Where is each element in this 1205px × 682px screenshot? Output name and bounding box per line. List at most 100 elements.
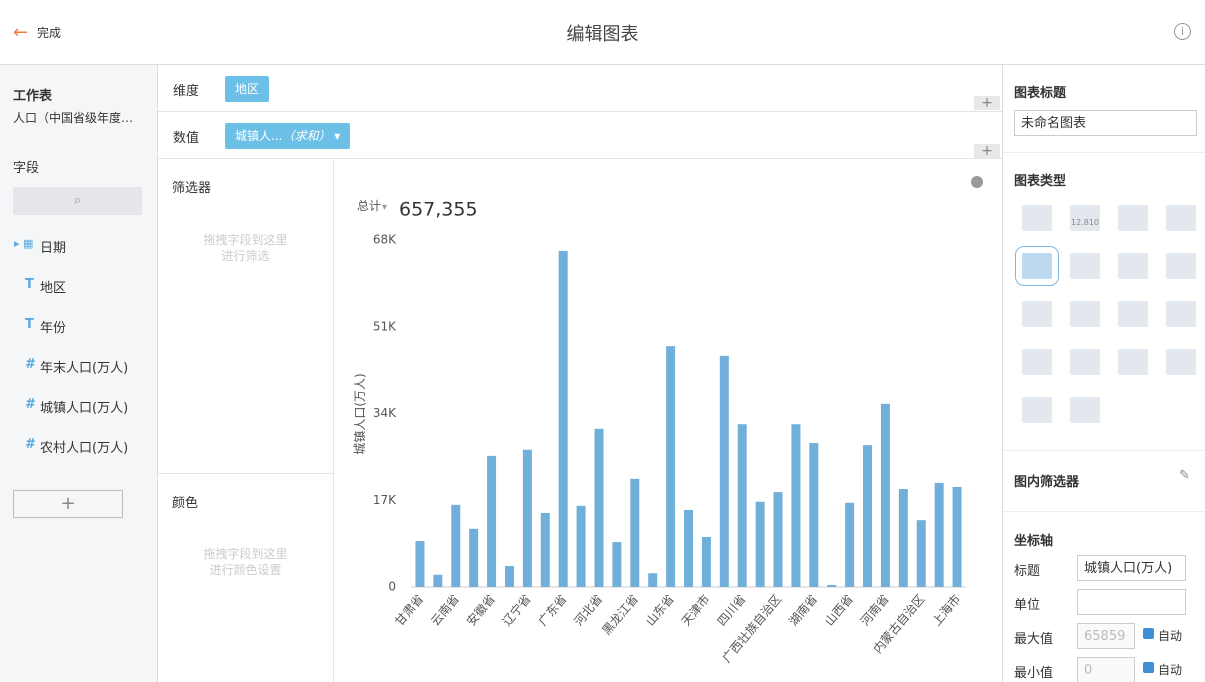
bar[interactable]: [630, 478, 640, 587]
bar[interactable]: [701, 536, 711, 587]
bar[interactable]: [737, 424, 747, 587]
value-field: 城镇人...: [235, 129, 283, 143]
settings-panel: 图表标题 未命名图表 图表类型 图内筛选器 ✎ 坐标轴 12.810 标题 城镇人口…: [1002, 65, 1205, 682]
chart-title-input[interactable]: 未命名图表: [1014, 110, 1197, 136]
bar[interactable]: [684, 509, 693, 587]
chart-type-icon[interactable]: [1118, 253, 1148, 279]
bar[interactable]: [827, 584, 837, 587]
axis-field-label: 单位: [1014, 598, 1041, 613]
field-icon: T: [25, 317, 34, 332]
add-value[interactable]: +: [974, 144, 1000, 158]
bar[interactable]: [809, 443, 819, 587]
bar[interactable]: [791, 424, 801, 587]
worksheet-name[interactable]: 人口（中国省级年度…: [13, 111, 134, 125]
field-name[interactable]: 城镇人口(万人): [40, 401, 129, 416]
date-icon: ▸ ▦: [14, 237, 34, 250]
field-name[interactable]: 年份: [40, 321, 67, 336]
bar[interactable]: [576, 505, 586, 587]
add-dimension[interactable]: +: [974, 96, 1000, 110]
chart-type-icon[interactable]: [1166, 205, 1196, 231]
axis-field-input[interactable]: 城镇人口(万人): [1077, 555, 1186, 581]
bar[interactable]: [719, 355, 729, 587]
icon-text: 12.810: [1071, 218, 1099, 227]
chart-type-icon[interactable]: [1015, 246, 1059, 286]
chart-type-icon[interactable]: [1166, 301, 1196, 327]
bar[interactable]: [773, 492, 783, 587]
checkbox[interactable]: [1143, 662, 1154, 673]
bar[interactable]: [648, 573, 658, 587]
bar[interactable]: [880, 403, 890, 587]
bar[interactable]: [504, 566, 514, 587]
y-tick-label: 17K: [373, 493, 397, 507]
x-tick-label: 安徽省: [463, 591, 498, 628]
chart-type-icon[interactable]: [1022, 349, 1052, 375]
in-chart-filter: 图内筛选器: [1014, 475, 1080, 490]
back-button[interactable]: 完成: [37, 26, 62, 40]
auto-label: 自动: [1158, 629, 1183, 643]
chart-type-icon[interactable]: [1022, 301, 1052, 327]
edit-icon[interactable]: ✎: [1179, 468, 1190, 483]
total-dropdown[interactable]: ▾: [382, 202, 387, 213]
y-tick-label: 34K: [373, 406, 397, 420]
checkbox[interactable]: [1143, 628, 1154, 639]
field-name[interactable]: 年末人口(万人): [40, 361, 129, 376]
axis-field-label: 最大值: [1014, 632, 1054, 647]
divider: [1003, 152, 1205, 153]
axis-field-input[interactable]: 65859: [1077, 623, 1135, 649]
x-tick-label: 黑龙江省: [600, 592, 642, 638]
bar[interactable]: [540, 513, 550, 587]
dimension-pill[interactable]: 地区: [225, 76, 270, 102]
bar[interactable]: [845, 502, 855, 587]
x-tick-label: 河南省: [857, 591, 892, 628]
add-field[interactable]: +: [13, 490, 123, 518]
bar[interactable]: [487, 455, 497, 587]
bar[interactable]: [755, 501, 765, 587]
back-arrow[interactable]: ←: [13, 22, 29, 43]
auto-label: 自动: [1158, 663, 1183, 677]
bar[interactable]: [558, 250, 568, 587]
search-box[interactable]: ⌕: [13, 187, 142, 215]
x-tick-label: 湖南省: [785, 591, 820, 628]
total-value: 657,355: [399, 199, 478, 221]
chart-type-icon[interactable]: [1070, 349, 1100, 375]
bar[interactable]: [469, 528, 479, 587]
bar[interactable]: [666, 346, 676, 587]
chart-type-icon[interactable]: [1070, 253, 1100, 279]
bar[interactable]: [451, 504, 461, 587]
chart-type-icon[interactable]: [1022, 205, 1052, 231]
bar[interactable]: [863, 445, 873, 587]
chart-type-icon[interactable]: [1118, 349, 1148, 375]
field-name[interactable]: 农村人口(万人): [40, 441, 129, 456]
sidebar: 工作表 人口（中国省级年度… 字段 ⌕ + ▸ ▦ 日期 T 地区 T 年份 # 年末人口(万…: [0, 65, 158, 682]
shelves: 维度 地区 + 数值 城镇人...（求和） ▾ +: [158, 65, 1002, 159]
field-name[interactable]: 地区: [40, 281, 67, 296]
x-tick-label: 山西省: [822, 592, 856, 629]
field-name[interactable]: 日期: [40, 241, 67, 256]
axis-field-input[interactable]: [1077, 589, 1186, 615]
bar[interactable]: [898, 489, 908, 587]
divider: [1003, 511, 1205, 512]
field-icon: T: [25, 277, 34, 292]
chart-type-icon[interactable]: [1070, 397, 1100, 423]
chart-type-icon[interactable]: [1022, 397, 1052, 423]
chart-type-icon[interactable]: [1166, 349, 1196, 375]
bar[interactable]: [522, 449, 532, 587]
chart-type-icon[interactable]: [1070, 301, 1100, 327]
axis-field-input[interactable]: 0: [1077, 657, 1135, 682]
bar[interactable]: [433, 574, 443, 587]
chart-type-icon[interactable]: [1118, 301, 1148, 327]
chart-type-icon[interactable]: [1166, 253, 1196, 279]
bar[interactable]: [612, 542, 622, 587]
bar[interactable]: [952, 486, 962, 587]
bar[interactable]: [415, 541, 425, 587]
value-pill[interactable]: 城镇人...（求和） ▾: [225, 123, 351, 149]
bar[interactable]: [934, 482, 944, 587]
chart-type-icon[interactable]: 12.810: [1070, 205, 1100, 231]
bar[interactable]: [594, 428, 604, 587]
info-icon[interactable]: [971, 176, 983, 188]
info-icon[interactable]: i: [1174, 23, 1191, 40]
bar[interactable]: [916, 520, 926, 587]
value-agg: （求和）: [282, 129, 331, 143]
chart-type-icon[interactable]: [1118, 205, 1148, 231]
